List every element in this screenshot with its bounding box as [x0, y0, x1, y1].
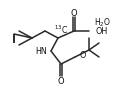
Text: OH: OH — [95, 27, 107, 36]
Text: HN: HN — [35, 46, 47, 56]
Text: O: O — [71, 8, 77, 17]
Text: $^{13}$C: $^{13}$C — [54, 24, 68, 36]
Text: O: O — [58, 77, 64, 85]
Text: O: O — [80, 50, 86, 60]
Text: H$_2$O: H$_2$O — [93, 17, 110, 29]
